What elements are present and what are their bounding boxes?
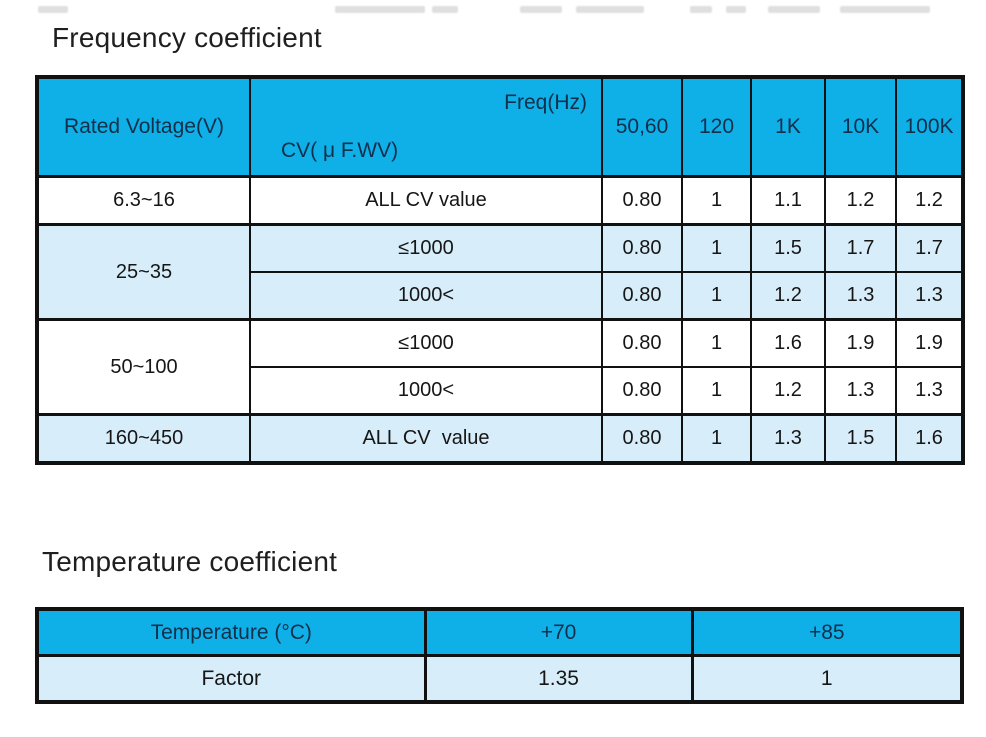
value-cell: 0.80 bbox=[601, 413, 683, 464]
value-cell: 1.3 bbox=[824, 366, 897, 416]
freq-col-header: 120 bbox=[681, 76, 752, 178]
table-row: 6.3~16 ALL CV value 0.80 1 1.1 1.2 1.2 bbox=[36, 175, 964, 226]
freq-col-header: 10K bbox=[824, 76, 897, 178]
voltage-cell: 160~450 bbox=[36, 413, 251, 464]
value-cell: 1.7 bbox=[824, 223, 897, 273]
value-cell: 1.3 bbox=[824, 271, 897, 321]
value-cell: 1 bbox=[681, 318, 752, 368]
value-cell: 1.3 bbox=[750, 413, 826, 464]
value-cell: 1.2 bbox=[824, 175, 897, 226]
factor-label-cell: Factor bbox=[35, 654, 427, 704]
value-cell: 1.9 bbox=[895, 318, 964, 368]
table-row: 160~450 ALL CV value 0.80 1 1.3 1.5 1.6 bbox=[36, 413, 964, 464]
cv-cell: 1000< bbox=[249, 271, 603, 321]
temp-col-header: +70 bbox=[423, 607, 694, 657]
value-cell: 1.3 bbox=[895, 366, 964, 416]
value-cell: 0.80 bbox=[601, 175, 683, 226]
temperature-section-title: Temperature coefficient bbox=[42, 546, 338, 577]
value-cell: 1 bbox=[681, 366, 752, 416]
value-cell: 1 bbox=[681, 175, 752, 226]
scan-artifact bbox=[690, 6, 712, 13]
table-row: 1000< 0.80 1 1.2 1.3 1.3 bbox=[37, 271, 964, 321]
value-cell: 1.5 bbox=[750, 223, 826, 273]
value-cell: 1.6 bbox=[895, 413, 964, 464]
value-cell: 1.2 bbox=[750, 366, 826, 416]
value-cell: 1.3 bbox=[895, 271, 964, 321]
factor-value-cell: 1 bbox=[690, 654, 964, 704]
value-cell: 1 bbox=[681, 413, 752, 464]
table-row: 50~100 ≤1000 0.80 1 1.6 1.9 1.9 bbox=[36, 318, 964, 416]
diagonal-corner-header: Freq(Hz) CV( μ F.WV) bbox=[249, 76, 603, 178]
value-cell: 1.9 bbox=[824, 318, 897, 368]
voltage-cell: 6.3~16 bbox=[36, 175, 251, 226]
table-row: 1000< 0.80 1 1.2 1.3 1.3 bbox=[37, 366, 964, 416]
value-cell: 1 bbox=[681, 223, 752, 273]
cv-cell: ALL CV value bbox=[249, 175, 603, 226]
value-cell: 1.5 bbox=[824, 413, 897, 464]
freq-col-header: 50,60 bbox=[601, 76, 683, 178]
scan-artifact bbox=[520, 6, 562, 13]
factor-row: Factor 1.35 1 bbox=[35, 654, 964, 704]
value-cell: 0.80 bbox=[601, 223, 683, 273]
temperature-coefficient-table: Temperature (°C) +70 +85 Factor 1.35 1 bbox=[35, 607, 964, 704]
frequency-section-title: Frequency coefficient bbox=[52, 22, 322, 53]
cv-cell: ≤1000 bbox=[249, 223, 603, 273]
freq-col-header: 100K bbox=[895, 76, 964, 178]
freq-col-header: 1K bbox=[750, 76, 826, 178]
temp-col-header: +85 bbox=[690, 607, 964, 657]
scan-artifact bbox=[38, 6, 68, 13]
temperature-header: Temperature (°C) bbox=[35, 607, 427, 657]
rated-voltage-header: Rated Voltage(V) bbox=[36, 76, 251, 178]
value-cell: 0.80 bbox=[601, 271, 683, 321]
frequency-header-row: Rated Voltage(V) Freq(Hz) CV( μ F.WV) 50… bbox=[36, 76, 964, 178]
scan-artifact bbox=[576, 6, 644, 13]
value-cell: 1.2 bbox=[895, 175, 964, 226]
voltage-cell: 50~100 bbox=[36, 318, 251, 416]
value-cell: 1.1 bbox=[750, 175, 826, 226]
temperature-header-row: Temperature (°C) +70 +85 bbox=[35, 607, 964, 657]
value-cell: 1.7 bbox=[895, 223, 964, 273]
cv-cell: ALL CV value bbox=[249, 413, 603, 464]
value-cell: 1.6 bbox=[750, 318, 826, 368]
table-row: 25~35 ≤1000 0.80 1 1.5 1.7 1.7 bbox=[36, 223, 964, 321]
factor-value-cell: 1.35 bbox=[423, 654, 694, 704]
cv-axis-label: CV( μ F.WV) bbox=[281, 139, 399, 162]
scan-artifact bbox=[840, 6, 930, 13]
frequency-coefficient-table: Rated Voltage(V) Freq(Hz) CV( μ F.WV) 50… bbox=[35, 75, 965, 465]
cv-cell: 1000< bbox=[249, 366, 603, 416]
scan-artifact bbox=[768, 6, 820, 13]
value-cell: 0.80 bbox=[601, 318, 683, 368]
scan-artifact bbox=[432, 6, 458, 13]
cv-cell: ≤1000 bbox=[249, 318, 603, 368]
freq-axis-label: Freq(Hz) bbox=[504, 91, 587, 114]
scan-artifact bbox=[335, 6, 425, 13]
scan-artifact bbox=[726, 6, 746, 13]
value-cell: 1.2 bbox=[750, 271, 826, 321]
value-cell: 1 bbox=[681, 271, 752, 321]
voltage-cell: 25~35 bbox=[36, 223, 251, 321]
value-cell: 0.80 bbox=[601, 366, 683, 416]
